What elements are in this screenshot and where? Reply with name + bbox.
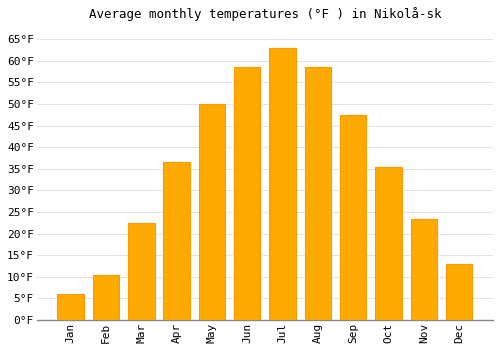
Bar	[164, 162, 190, 320]
Title: Average monthly temperatures (°F ) in Nikolå­sk: Average monthly temperatures (°F ) in Ni…	[88, 7, 441, 21]
Bar	[304, 67, 331, 320]
Bar	[375, 167, 402, 320]
Bar	[270, 48, 296, 320]
Bar	[234, 67, 260, 320]
Bar	[340, 115, 366, 320]
Bar	[93, 275, 120, 320]
Bar	[198, 104, 225, 320]
Bar	[58, 294, 84, 320]
Bar	[128, 223, 154, 320]
Bar	[446, 264, 472, 320]
Bar	[410, 218, 437, 320]
